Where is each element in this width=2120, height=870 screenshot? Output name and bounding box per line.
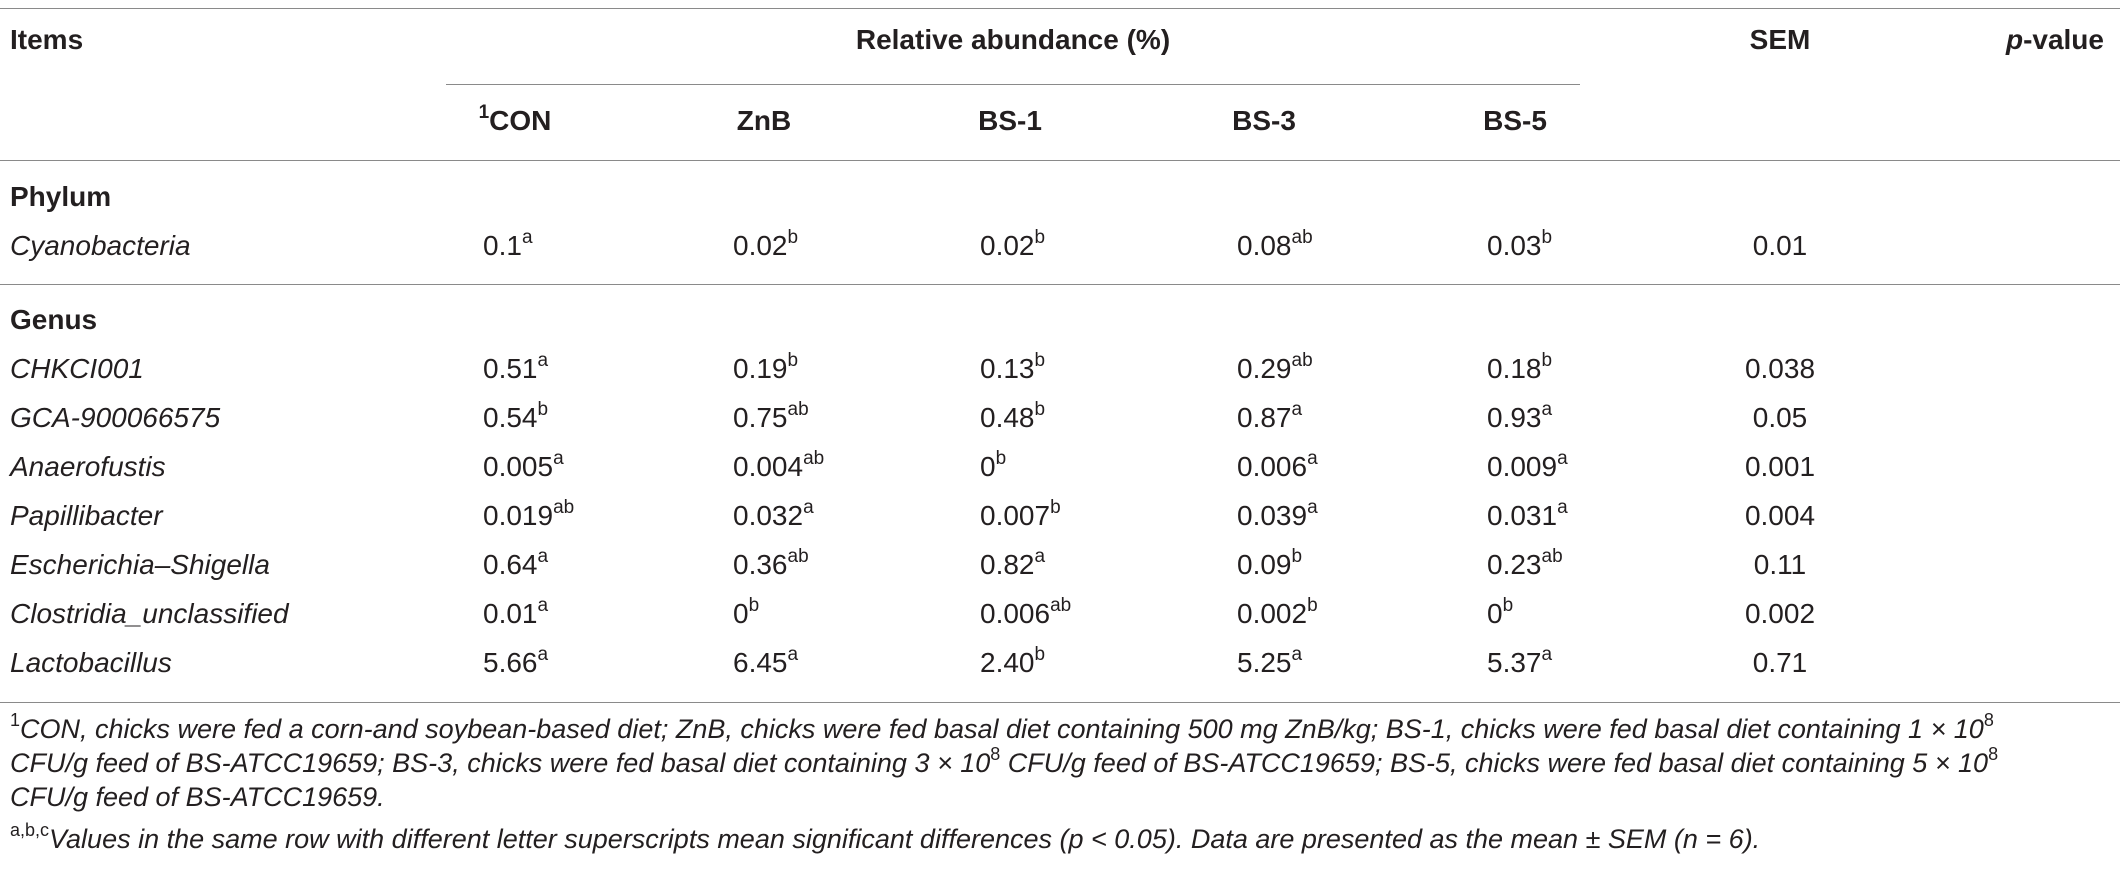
value-cell: 5.66a	[483, 643, 549, 678]
taxon-name: Lactobacillus	[10, 647, 172, 678]
sem-cell: 0.01	[1752, 230, 1808, 261]
value-cell: 0.51a	[483, 349, 549, 384]
taxon-name: CHKCI001	[10, 353, 144, 384]
value-cell: 0.36ab	[733, 545, 809, 580]
value-cell: 5.25a	[1237, 643, 1303, 678]
value-cell: 0.01a	[483, 594, 549, 629]
relative-abundance-header: Relative abundance (%)	[855, 24, 1171, 55]
value-cell: 0.03b	[1487, 226, 1553, 261]
p-value-header: p-value	[2005, 24, 2104, 55]
taxon-name: Clostridia_unclassified	[10, 598, 289, 629]
value-cell: 0.87a	[1237, 398, 1303, 433]
taxon-name: Anaerofustis	[10, 451, 166, 482]
footnote-1-line-3: CFU/g feed of BS-ATCC19659.	[10, 782, 385, 812]
items-header: Items	[10, 24, 84, 55]
value-cell: 0.002b	[1237, 594, 1318, 629]
value-cell: 0.006a	[1237, 447, 1318, 482]
value-cell: 0.005a	[483, 447, 564, 482]
sem-cell: 0.001	[1744, 451, 1816, 482]
taxon-name: GCA-900066575	[10, 402, 221, 433]
value-cell: 0.019ab	[483, 496, 575, 531]
value-cell: 0b	[980, 447, 1007, 482]
taxon-name: Cyanobacteria	[10, 230, 191, 261]
group-header-bs-5: BS-5	[1483, 105, 1547, 136]
sem-cell: 0.002	[1744, 598, 1816, 629]
footnote-1-line-1: 1CON, chicks were fed a corn-and soybean…	[10, 710, 1994, 744]
section-title: Genus	[10, 304, 98, 335]
group-header-rule	[446, 84, 1580, 85]
group-header-bs-3: BS-3	[1232, 105, 1296, 136]
value-cell: 0.29ab	[1237, 349, 1313, 384]
value-cell: 0.75ab	[733, 398, 809, 433]
value-cell: 0.93a	[1487, 398, 1553, 433]
value-cell: 0.19b	[733, 349, 799, 384]
taxon-name: Papillibacter	[10, 500, 163, 531]
table-top-rule	[0, 8, 2120, 9]
group-header-znb: ZnB	[736, 105, 792, 136]
value-cell: 0.009a	[1487, 447, 1568, 482]
section-divider-rule	[0, 284, 2120, 285]
footnote-2: a,b,cValues in the same row with differe…	[10, 820, 1761, 854]
value-cell: 0b	[1487, 594, 1514, 629]
value-cell: 0.82a	[980, 545, 1046, 580]
section-title: Phylum	[10, 181, 112, 212]
value-cell: 0.004ab	[733, 447, 825, 482]
value-cell: 0.007b	[980, 496, 1061, 531]
value-cell: 6.45a	[733, 643, 799, 678]
footnote-1-line-2: CFU/g feed of BS-ATCC19659; BS-3, chicks…	[10, 744, 1999, 778]
sem-cell: 0.038	[1744, 353, 1816, 384]
value-cell: 0.02b	[980, 226, 1046, 261]
value-cell: 0.54b	[483, 398, 549, 433]
value-cell: 0.64a	[483, 545, 549, 580]
value-cell: 0.006ab	[980, 594, 1072, 629]
value-cell: 0b	[733, 594, 760, 629]
value-cell: 0.032a	[733, 496, 814, 531]
value-cell: 0.18b	[1487, 349, 1553, 384]
value-cell: 0.13b	[980, 349, 1046, 384]
header-bottom-rule	[0, 160, 2120, 161]
value-cell: 0.08ab	[1237, 226, 1313, 261]
sem-cell: 0.004	[1744, 500, 1816, 531]
value-cell: 0.02b	[733, 226, 799, 261]
value-cell: 0.23ab	[1487, 545, 1563, 580]
value-cell: 0.09b	[1237, 545, 1303, 580]
taxon-name: Escherichia–Shigella	[10, 549, 270, 580]
sem-cell: 0.71	[1752, 647, 1808, 678]
group-header-bs-1: BS-1	[978, 105, 1042, 136]
table-bottom-rule	[0, 702, 2120, 703]
sem-cell: 0.05	[1752, 402, 1808, 433]
value-cell: 0.48b	[980, 398, 1046, 433]
sem-cell: 0.11	[1753, 549, 1807, 580]
group-header-con: 1CON	[478, 101, 552, 136]
value-cell: 5.37a	[1487, 643, 1553, 678]
sem-header: SEM	[1749, 24, 1811, 55]
value-cell: 0.031a	[1487, 496, 1568, 531]
value-cell: 2.40b	[980, 643, 1046, 678]
value-cell: 0.1a	[483, 226, 533, 261]
value-cell: 0.039a	[1237, 496, 1318, 531]
